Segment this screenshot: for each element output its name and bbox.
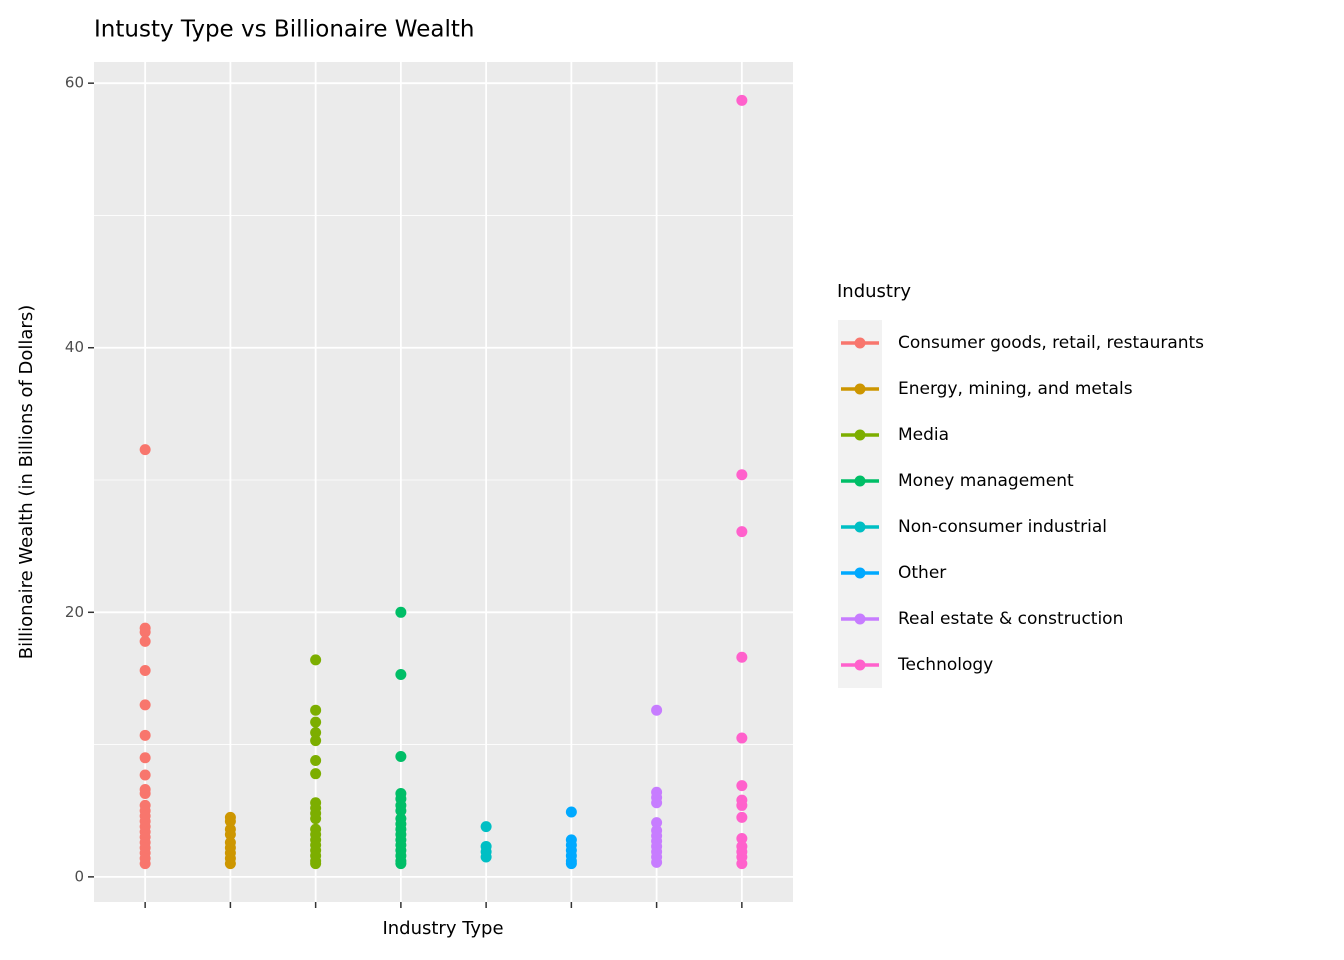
point bbox=[736, 94, 748, 106]
chart-title: Intusty Type vs Billionaire Wealth bbox=[94, 17, 474, 43]
point bbox=[224, 829, 236, 841]
point bbox=[395, 606, 407, 618]
legend-key-point bbox=[854, 429, 866, 441]
point bbox=[736, 833, 748, 845]
point bbox=[139, 444, 151, 456]
y-tick-label: 0 bbox=[74, 867, 84, 885]
legend-label: Media bbox=[898, 425, 949, 445]
point bbox=[310, 704, 322, 716]
point bbox=[565, 858, 577, 870]
point bbox=[310, 654, 322, 666]
point bbox=[139, 635, 151, 647]
y-tick-label: 20 bbox=[65, 603, 84, 621]
point bbox=[395, 668, 407, 680]
point bbox=[139, 858, 151, 870]
point bbox=[139, 699, 151, 711]
point bbox=[565, 806, 577, 818]
point bbox=[310, 754, 322, 766]
point bbox=[651, 797, 663, 809]
point bbox=[139, 665, 151, 677]
legend-key-point bbox=[854, 475, 866, 487]
point bbox=[736, 780, 748, 792]
x-axis-title: Industry Type bbox=[382, 918, 503, 939]
point bbox=[139, 752, 151, 764]
legend-label: Other bbox=[898, 563, 946, 583]
y-tick-label: 40 bbox=[65, 338, 84, 356]
point bbox=[139, 788, 151, 800]
point bbox=[736, 651, 748, 663]
point bbox=[310, 735, 322, 747]
point bbox=[736, 858, 748, 870]
legend-key-point bbox=[854, 613, 866, 625]
legend-key-bg bbox=[838, 320, 882, 688]
point bbox=[310, 813, 322, 825]
point bbox=[736, 732, 748, 744]
point bbox=[480, 821, 492, 833]
point bbox=[736, 526, 748, 538]
point bbox=[310, 768, 322, 780]
legend-key-point bbox=[854, 521, 866, 533]
legend-label: Energy, mining, and metals bbox=[898, 379, 1133, 399]
legend-title: Industry bbox=[837, 281, 911, 302]
legend-key-point bbox=[854, 337, 866, 349]
point bbox=[310, 858, 322, 870]
point bbox=[395, 805, 407, 817]
legend-label: Consumer goods, retail, restaurants bbox=[898, 333, 1204, 353]
point bbox=[651, 817, 663, 829]
legend-label: Non-consumer industrial bbox=[898, 517, 1107, 537]
point bbox=[736, 811, 748, 823]
point bbox=[736, 799, 748, 811]
y-tick-label: 60 bbox=[65, 74, 84, 92]
point bbox=[310, 716, 322, 728]
legend-key-point bbox=[854, 383, 866, 395]
panel bbox=[94, 62, 793, 902]
point bbox=[224, 815, 236, 827]
legend-label: Real estate & construction bbox=[898, 609, 1123, 629]
legend-key-point bbox=[854, 567, 866, 579]
point bbox=[651, 856, 663, 868]
point bbox=[139, 729, 151, 741]
point bbox=[651, 704, 663, 716]
legend-key-point bbox=[854, 659, 866, 671]
legend-label: Money management bbox=[898, 471, 1074, 491]
point bbox=[395, 750, 407, 762]
point bbox=[736, 469, 748, 481]
point bbox=[139, 626, 151, 638]
point bbox=[310, 727, 322, 739]
point bbox=[139, 769, 151, 781]
point bbox=[395, 858, 407, 870]
point bbox=[480, 851, 492, 863]
y-axis-title: Billionaire Wealth (in Billions of Dolla… bbox=[16, 305, 37, 659]
point bbox=[224, 858, 236, 870]
legend-label: Technology bbox=[897, 655, 993, 675]
